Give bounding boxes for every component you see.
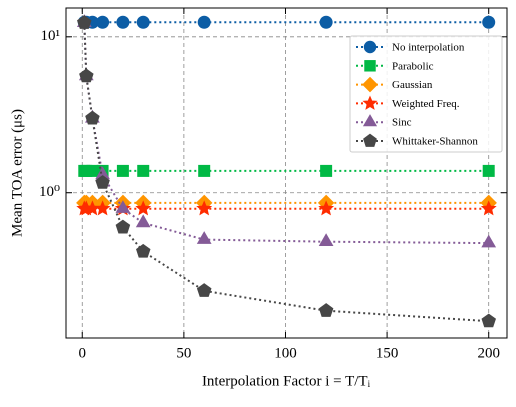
data-point [482,15,496,29]
data-point [319,15,333,29]
legend-marker [363,40,377,54]
data-point [115,219,131,234]
data-point [196,231,212,244]
data-point [115,200,131,213]
legend-label: Whittaker-Shannon [392,136,478,148]
x-tick-label: 100 [274,345,297,361]
data-point [135,214,151,228]
data-point [96,15,110,29]
data-point [94,200,111,216]
x-axis-label: Interpolation Factor i = T/Tᵢ [202,373,371,389]
data-point [482,164,495,177]
legend: No interpolation Parabolic Gaussian Weighte… [349,35,503,153]
legend-marker [362,114,378,127]
data-point [196,200,213,216]
x-tick-label: 50 [176,345,191,361]
legend-marker [362,76,378,93]
data-point [85,110,100,125]
legend-box [349,35,503,153]
data-point [197,15,211,29]
x-tick-label: 200 [477,345,500,361]
data-point [198,164,211,177]
legend-label: Parabolic [392,60,434,72]
data-point [77,15,92,29]
data-point [318,303,334,317]
data-point [86,164,99,177]
legend-label: Weighted Freq. [392,98,460,110]
data-point [318,200,335,216]
data-point [79,68,94,83]
plot-frame [65,7,508,339]
legend-marker [363,133,377,147]
data-point [481,313,496,328]
data-point [116,15,130,29]
data-point [135,200,152,216]
data-point [480,200,497,216]
data-point [481,234,497,248]
data-point [136,15,150,29]
legend-marker [362,95,378,110]
data-point [137,164,150,177]
legend-label: Sinc [392,117,412,129]
y-axis-label: Mean TOA error (μs) [9,109,25,237]
legend-marker [364,60,376,72]
data-point [95,175,110,189]
data-point [116,164,129,177]
legend-label: No interpolation [392,42,465,54]
data-point [196,283,212,297]
data-point [318,233,334,246]
x-tick-label: 150 [376,345,399,361]
x-tick-label: 0 [79,345,87,361]
data-point [136,243,151,258]
y-tick-label: 10⁰ [39,184,60,200]
y-tick-label: 10¹ [41,28,61,44]
data-point [320,164,333,177]
legend-label: Gaussian [392,79,433,91]
